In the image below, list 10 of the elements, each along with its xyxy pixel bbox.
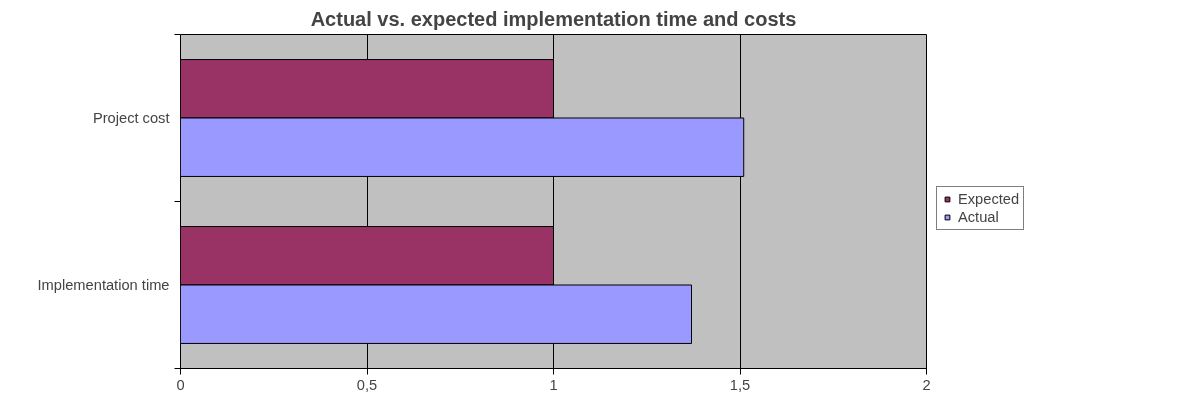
x-tick-label: 2	[922, 376, 931, 393]
x-tick-label: 0	[176, 376, 185, 393]
x-tick-label: 1,5	[729, 376, 751, 393]
legend-label: Expected	[958, 191, 1020, 207]
x-tick-label: 0,5	[356, 376, 378, 393]
chart-title: Actual vs. expected implementation time and costs	[310, 7, 797, 30]
legend-label: Actual	[958, 209, 999, 225]
y-tick-label: Implementation time	[37, 277, 170, 293]
x-tick-label: 1	[549, 376, 558, 393]
y-tick-label: Project cost	[92, 110, 170, 126]
